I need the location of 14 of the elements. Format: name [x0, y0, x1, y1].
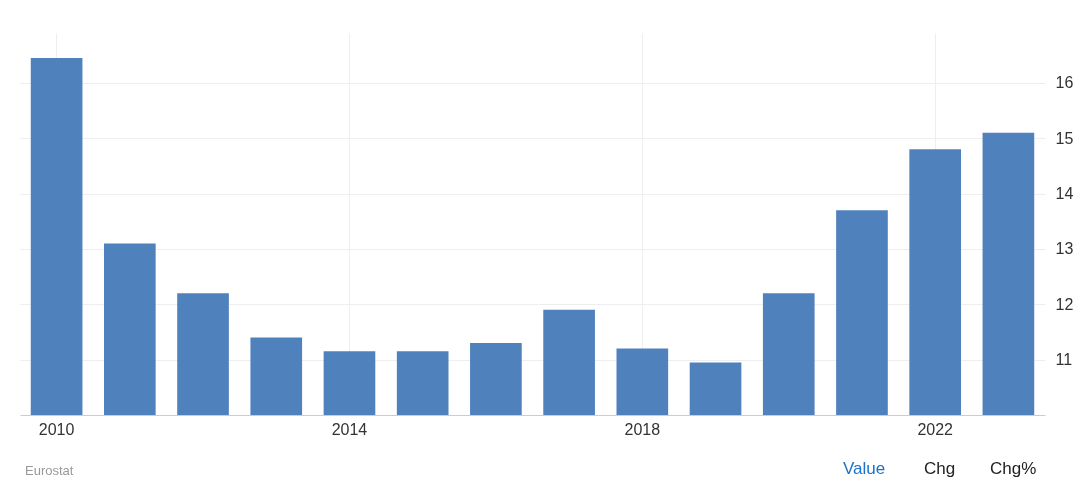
- y-tick-label: 11: [1055, 351, 1073, 369]
- text: Chg: [924, 459, 956, 479]
- text: Chg%: [990, 459, 1037, 479]
- text: Value: [843, 459, 886, 479]
- y-tick-label: 14: [1055, 185, 1074, 203]
- x-tick-label: 2022: [917, 420, 954, 438]
- x-tick-label: 2010: [38, 420, 75, 438]
- y-tick-label: 12: [1055, 295, 1074, 313]
- y-tick-label: 15: [1055, 129, 1074, 147]
- x-tick-label: 2014: [331, 420, 368, 438]
- x-tick-label: 2018: [624, 420, 661, 438]
- y-tick-label: 13: [1055, 240, 1074, 258]
- text: Eurostat: [25, 463, 74, 478]
- y-tick-label: 16: [1055, 74, 1074, 92]
